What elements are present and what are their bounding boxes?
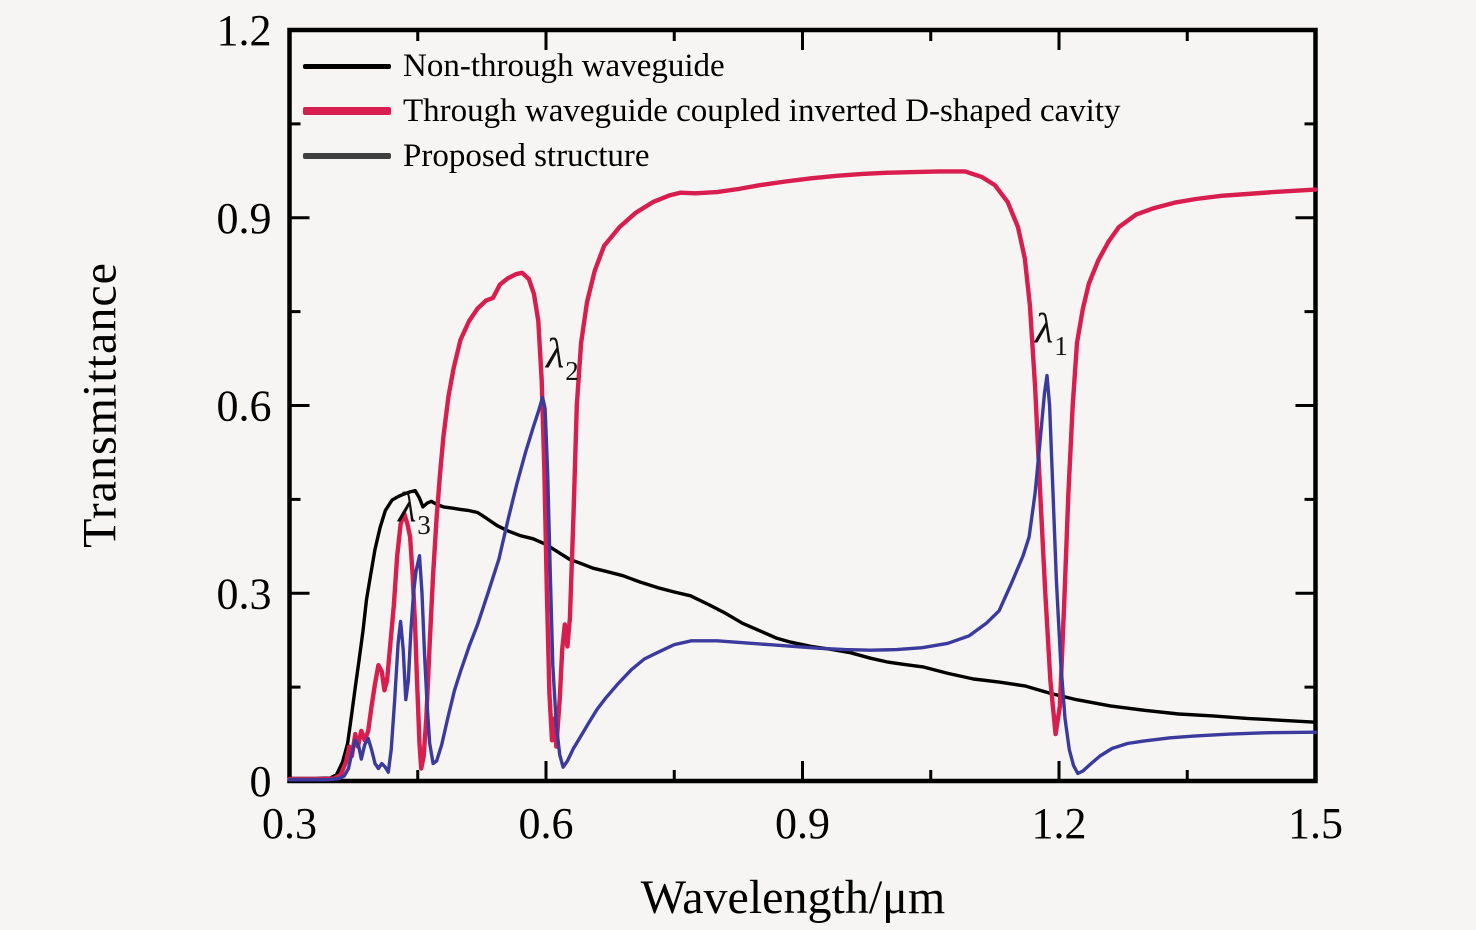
legend-item-proposed: Proposed structure <box>303 138 1121 174</box>
legend-label: Proposed structure <box>403 137 650 174</box>
x-tick-label: 0.6 <box>519 799 574 848</box>
x-axis-title: Wavelength/μm <box>640 871 946 924</box>
legend-line-swatch-gray <box>303 153 391 159</box>
legend: Non-through waveguide Through waveguide … <box>303 48 1121 174</box>
x-tick-label: 1.2 <box>1032 799 1087 848</box>
x-tick-label: 0.9 <box>775 799 830 848</box>
y-tick-label: 0.3 <box>217 569 272 618</box>
y-axis-title: Transmittance <box>73 262 127 548</box>
legend-item-non-through: Non-through waveguide <box>303 48 1121 84</box>
legend-label: Non-through waveguide <box>403 47 725 84</box>
y-tick-label: 0.9 <box>217 194 272 243</box>
series-line-0 <box>287 488 1318 781</box>
lambda1-annotation: λ1 <box>1035 305 1068 362</box>
y-tick-label: 0 <box>250 757 272 806</box>
series-line-1 <box>287 169 1318 782</box>
x-tick-label: 1.5 <box>1288 799 1343 848</box>
x-tick-label: 0.3 <box>262 799 317 848</box>
y-tick-label: 1.2 <box>217 6 272 55</box>
y-tick-label: 0.6 <box>217 382 272 431</box>
series-line-2 <box>287 373 1318 782</box>
lambda3-annotation: λ3 <box>398 484 431 541</box>
lambda2-annotation: λ2 <box>546 330 579 387</box>
legend-line-swatch-black <box>303 63 391 69</box>
legend-label: Through waveguide coupled inverted D-sha… <box>403 92 1121 129</box>
legend-item-through-d-cavity: Through waveguide coupled inverted D-sha… <box>303 93 1121 129</box>
legend-line-swatch-red <box>303 107 391 115</box>
